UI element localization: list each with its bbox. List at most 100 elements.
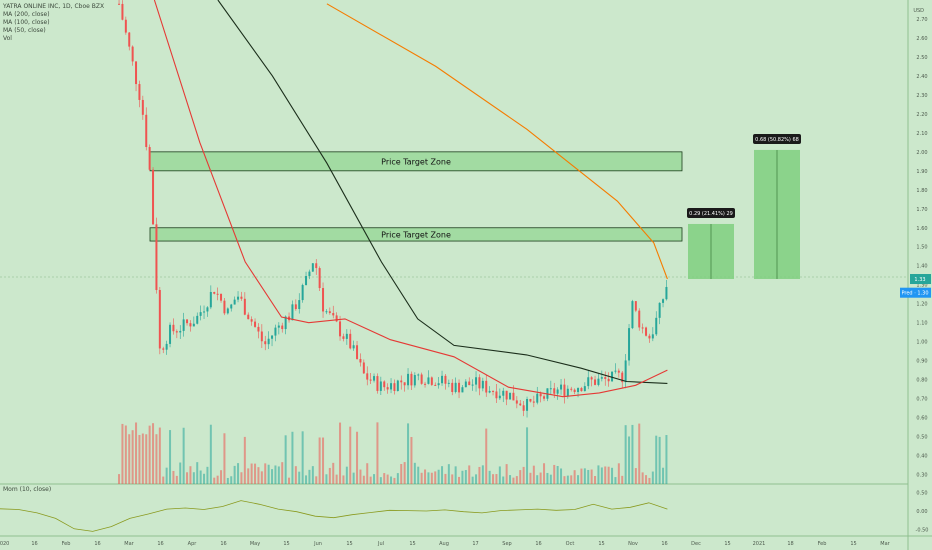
candle-body [226,308,229,314]
candle-body [393,383,396,392]
volume-bar [359,469,362,484]
volume-bar [189,466,192,484]
candle-body [260,331,263,342]
volume-bar [495,474,498,484]
volume-bar [284,435,287,484]
volume-bar [264,463,267,484]
volume-bar [522,466,525,484]
candle-body [203,311,206,313]
volume-bar [526,427,529,484]
volume-bar [532,465,535,484]
candle-body [638,310,641,328]
candle-body [522,405,525,411]
candle-body [563,384,566,396]
volume-bar [393,477,396,484]
candle-body [376,376,379,391]
volume-bar [621,475,624,484]
candle-body [118,3,121,5]
volume-bar [645,475,648,484]
candles [118,0,668,418]
volume-bar [172,470,175,484]
y-tick-label: 0.80 [916,378,927,384]
candle-body [651,334,654,339]
volume-bar [138,434,141,484]
candle-body [407,373,410,386]
volume-bar [549,474,552,484]
price-target-zone-label: Price Target Zone [381,230,451,239]
volume-bars [118,422,668,484]
candle-body [628,328,631,361]
moving-averages [153,0,668,398]
candle-body [444,375,447,384]
candle-body [560,384,563,390]
candle-body [298,300,301,310]
volume-bar [196,462,199,484]
volume-bar [383,473,386,484]
x-tick-label: 15 [598,541,604,547]
volume-bar [502,476,505,484]
candle-body [379,381,382,391]
x-tick-label: Mar [880,541,890,547]
candle-body [325,311,328,313]
volume-bar [566,475,569,484]
volume-bar [624,425,627,484]
candle-body [417,374,420,376]
volume-bar [396,473,399,484]
volume-bar [444,473,447,484]
volume-bar [257,467,260,484]
x-tick-label: 15 [409,541,415,547]
volume-bar [580,468,583,484]
volume-bar [617,463,620,484]
candle-body [553,388,556,394]
candle-body [240,296,243,299]
candle-body [247,314,250,320]
volume-bar [243,436,246,484]
y-tick-label: 0.60 [916,416,927,422]
candle-body [362,362,365,374]
candle-body [359,358,362,363]
candle-body [631,301,634,329]
candle-body [192,323,195,327]
candle-body [196,315,199,324]
volume-bar [141,433,144,484]
volume-bar [529,472,532,484]
candle-body [645,327,648,336]
y-tick-label: 1.80 [916,188,927,194]
volume-bar [315,476,318,484]
volume-bar [665,435,668,484]
x-tick-label: Feb [818,541,827,547]
volume-bar [308,469,311,484]
candle-body [138,84,141,100]
x-tick-label: Sep [502,541,511,547]
volume-bar [492,474,495,484]
candle-body [250,319,253,322]
measure-badge [753,133,801,144]
volume-bar [655,435,658,484]
candle-body [641,327,644,329]
candle-body [515,400,518,404]
volume-bar [165,467,168,484]
y-tick-label: 0.40 [916,454,927,460]
candle-body [566,388,569,396]
volume-bar [148,425,151,484]
y-tick-label: 2.50 [916,55,927,61]
candle-body [352,345,355,349]
candle-body [512,392,515,401]
candle-body [356,345,359,359]
candle-body [124,19,127,33]
volume-bar [335,474,338,484]
x-tick-label: 16 [157,541,163,547]
x-tick-label: 16 [661,541,667,547]
volume-bar [250,463,253,484]
time-axis: 2020 16 Feb 16 Mar 16 Apr 16 May 15 Jun 15 Jul 15 Aug 1… [0,541,891,547]
measure-label: 0.29 (21.41%) 29 [689,211,733,217]
candle-body [481,380,484,389]
volume-bar [155,434,158,484]
volume-bar [536,475,539,484]
y-tick-label: 2.20 [916,112,927,118]
candle-body [322,288,325,312]
volume-bar [271,469,274,484]
candle-body [611,371,614,382]
x-tick-label: Apr [188,541,198,547]
